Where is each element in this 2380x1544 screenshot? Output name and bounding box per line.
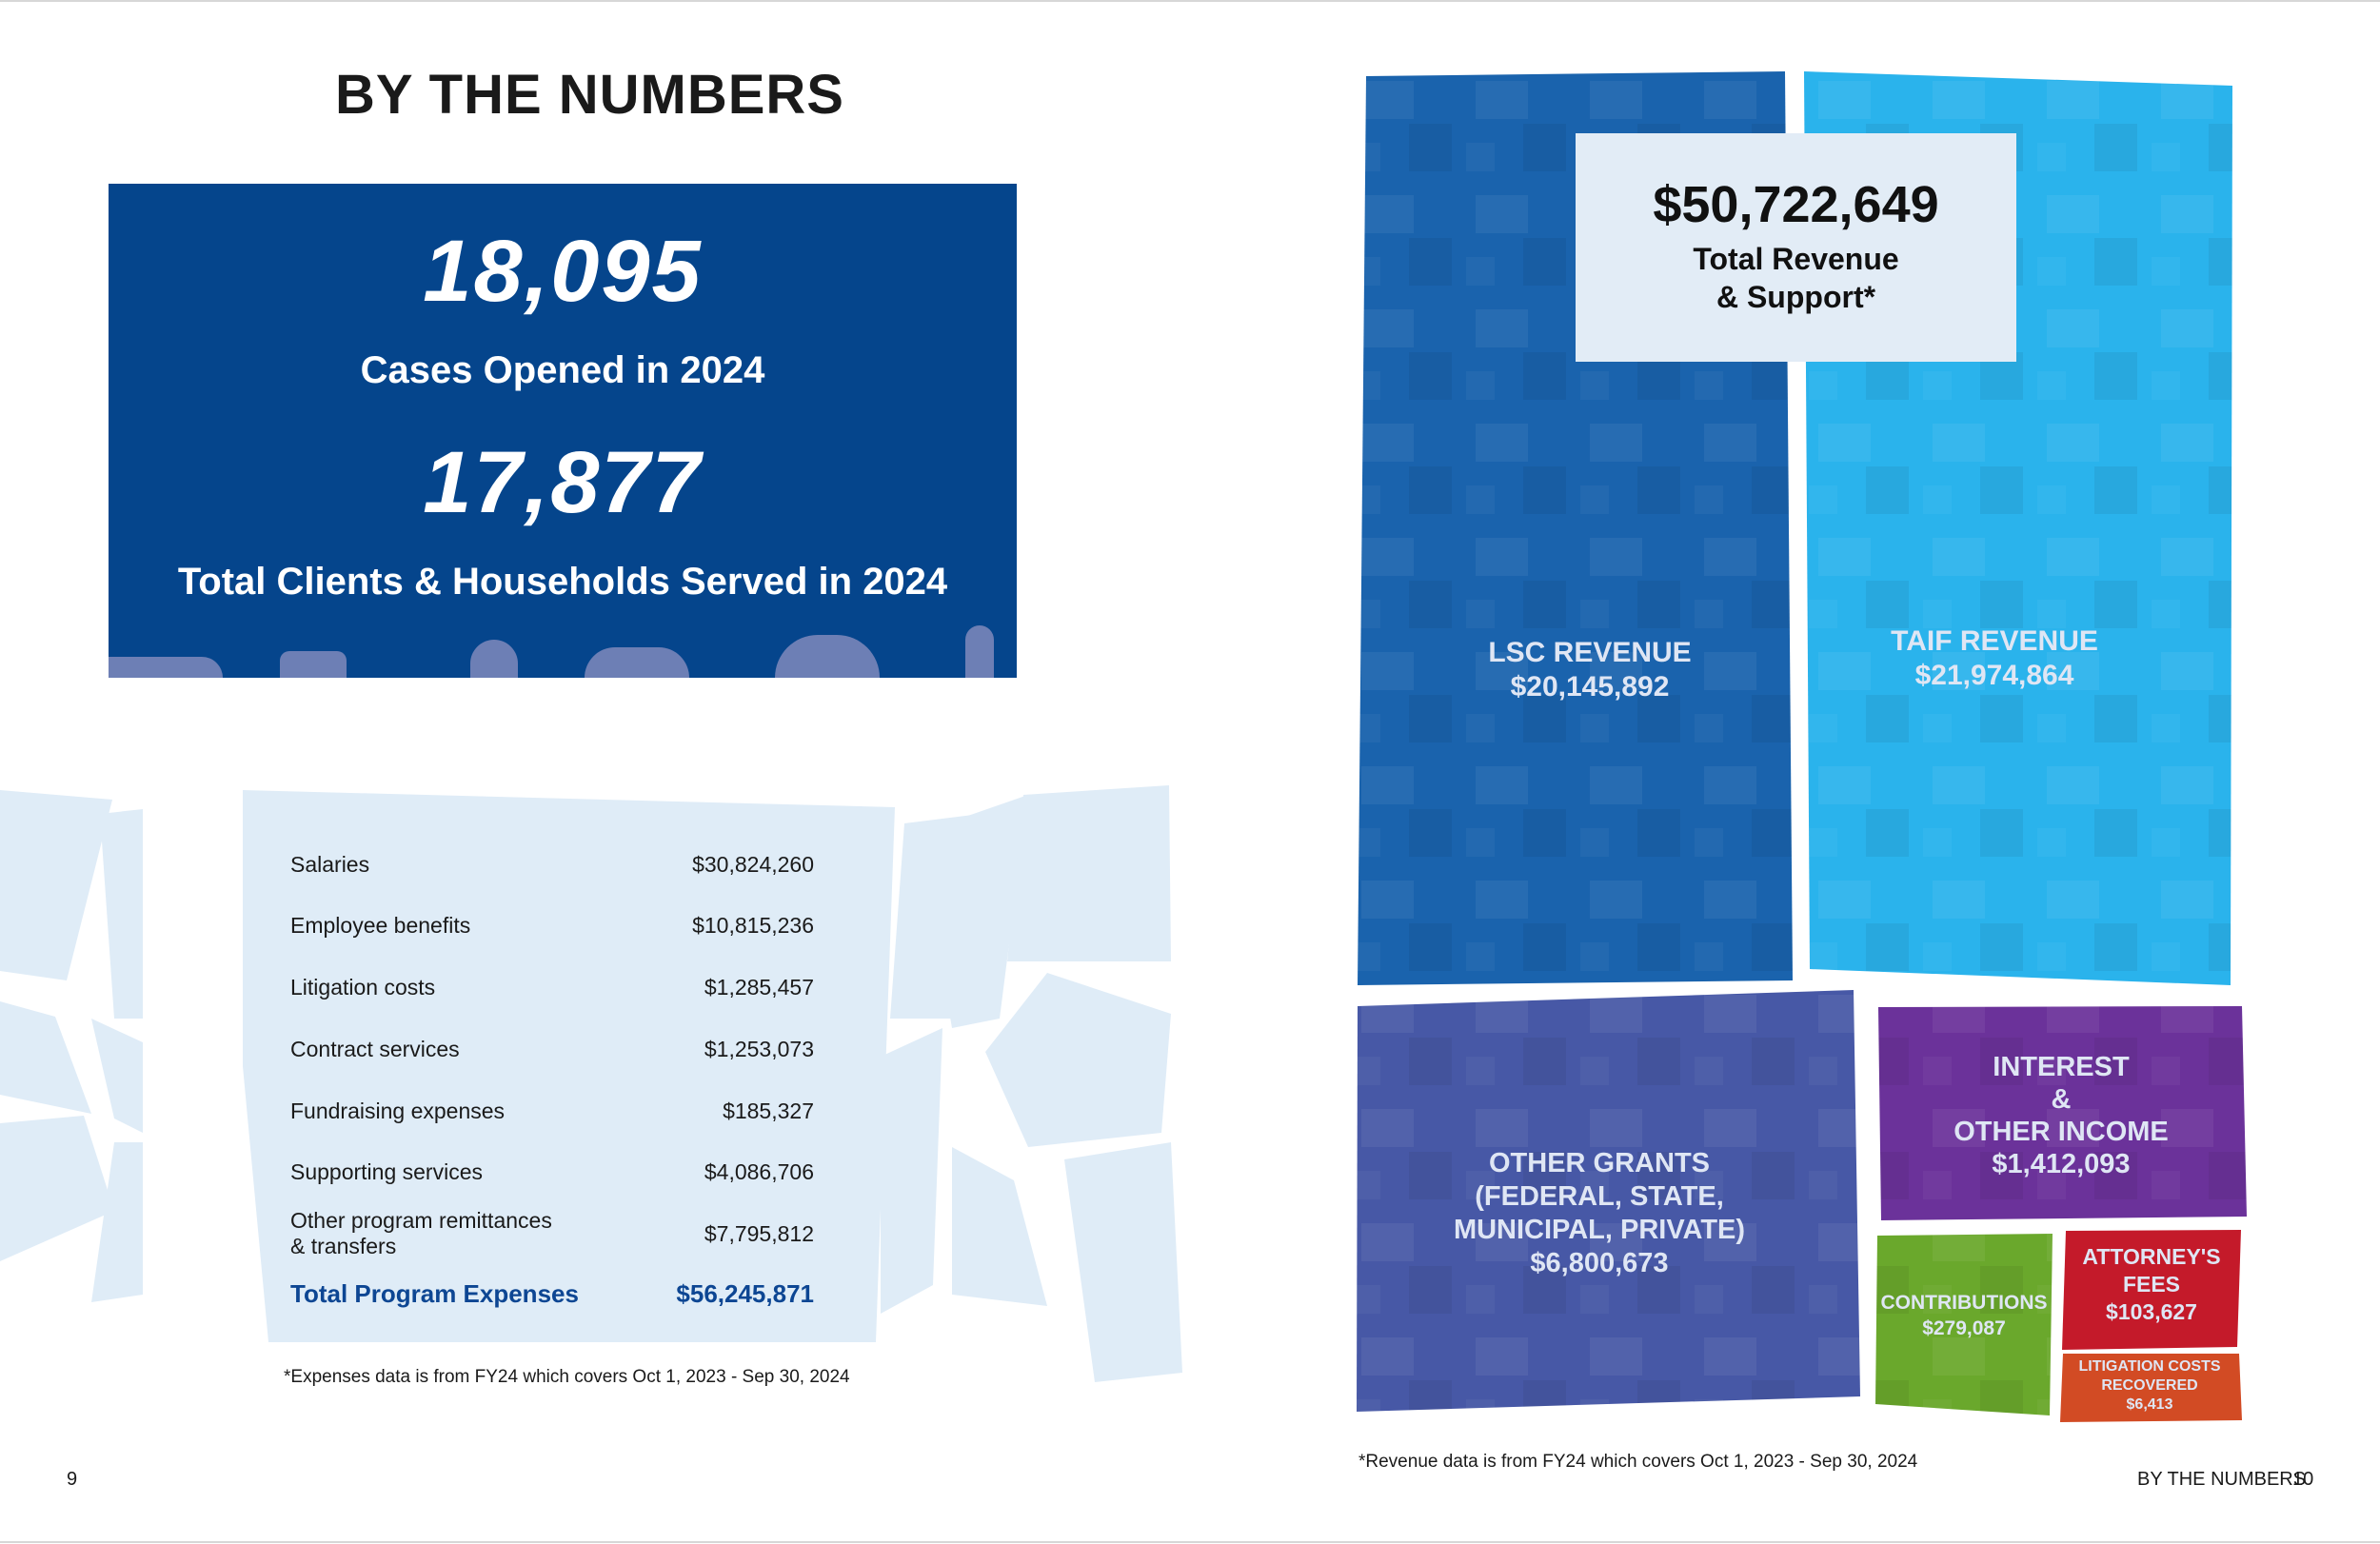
expense-value: $1,253,073 xyxy=(704,1037,814,1061)
bottom-border xyxy=(0,1541,2380,1543)
page-number-right: 10 xyxy=(2292,1469,2314,1490)
stats-panel: 17,877 18,095 Cases Opened in 2024 Total… xyxy=(109,184,1017,678)
other-grants-sub2: MUNICIPAL, PRIVATE) xyxy=(1453,1215,1746,1245)
taif-value: $21,974,864 xyxy=(1914,660,2074,691)
total-revenue-amount: $50,722,649 xyxy=(1653,176,1939,233)
lsc-label: LSC REVENUE $20,145,892 xyxy=(1457,636,1723,704)
other-grants-title: OTHER GRANTS xyxy=(1489,1148,1710,1178)
expense-label: Contract services xyxy=(290,1037,460,1061)
expenses-footnote: *Expenses data is from FY24 which covers… xyxy=(284,1367,850,1387)
cases-opened-label: Cases Opened in 2024 xyxy=(360,349,765,391)
attorney-fees-tile xyxy=(2062,1230,2241,1350)
attorney-fees-title: ATTORNEY'S xyxy=(2082,1244,2221,1269)
total-expenses-value: $56,245,871 xyxy=(676,1279,814,1308)
other-grants-sub1: (FEDERAL, STATE, xyxy=(1475,1181,1724,1212)
contributions-title: CONTRIBUTIONS xyxy=(1880,1292,2048,1314)
contributions-value: $279,087 xyxy=(1922,1317,2006,1339)
expense-label: Litigation costs xyxy=(290,975,436,1000)
attorney-fees-sub: FEES xyxy=(2122,1272,2181,1297)
litigation-costs-title: LITIGATION COSTS xyxy=(2078,1358,2221,1375)
other-grants-label: OTHER GRANTS (FEDERAL, STATE, MUNICIPAL,… xyxy=(1438,1147,1761,1280)
total-revenue-label: Total Revenue & Support* xyxy=(1576,240,2016,316)
litigation-costs-tile xyxy=(2060,1354,2242,1422)
expense-value: $7,795,812 xyxy=(704,1221,814,1246)
attorney-fees-label: ATTORNEY'S FEES $103,627 xyxy=(2066,1243,2237,1326)
clients-served-number: 17,877 xyxy=(423,434,703,531)
total-revenue-label-line1: Total Revenue xyxy=(1693,242,1899,276)
wave-shape xyxy=(775,635,880,678)
lsc-title: LSC REVENUE xyxy=(1488,637,1692,668)
wave-shape xyxy=(280,651,347,678)
total-revenue-label-line2: & Support* xyxy=(1716,280,1876,314)
expense-label: Supporting services xyxy=(290,1159,483,1184)
clients-served-label: Total Clients & Households Served in 202… xyxy=(177,561,948,603)
footer-section-label: BY THE NUMBERS xyxy=(2137,1469,2307,1490)
decorative-shards xyxy=(0,785,1182,1382)
expense-row: Other program remittances & transfers $7… xyxy=(290,1208,814,1259)
interest-tile xyxy=(1878,1006,2247,1220)
interest-value: $1,412,093 xyxy=(1992,1149,2131,1179)
litigation-costs-value: $6,413 xyxy=(2126,1396,2173,1413)
total-expenses-label: Total Program Expenses xyxy=(290,1279,579,1308)
expense-label: Fundraising expenses xyxy=(290,1099,506,1123)
expense-value: $10,815,236 xyxy=(692,913,814,938)
contributions-tile xyxy=(1875,1234,2053,1415)
other-grants-value: $6,800,673 xyxy=(1530,1248,1669,1278)
page-title: BY THE NUMBERS xyxy=(335,64,844,126)
expense-value: $30,824,260 xyxy=(692,852,814,877)
litigation-costs-sub: RECOVERED xyxy=(2101,1377,2198,1394)
expense-label: Employee benefits xyxy=(290,913,471,938)
interest-sub: OTHER INCOME xyxy=(1954,1117,2169,1147)
interest-amp: & xyxy=(2051,1084,2072,1115)
expense-value: $1,285,457 xyxy=(704,975,814,1000)
top-border xyxy=(0,0,2380,2)
wave-shape xyxy=(109,657,223,678)
other-grants-tile xyxy=(1357,990,1860,1412)
cases-opened-number-top: 18,095 xyxy=(423,223,703,320)
expense-label: Other program remittances xyxy=(290,1208,552,1233)
interest-title: INTEREST xyxy=(1993,1052,2130,1082)
attorney-fees-value: $103,627 xyxy=(2106,1299,2197,1324)
page-number-left: 9 xyxy=(67,1469,78,1490)
wave-shape xyxy=(470,640,518,678)
expense-value: $185,327 xyxy=(723,1099,814,1123)
expense-label-continued: & transfers xyxy=(290,1234,397,1258)
litigation-costs-label: LITIGATION COSTS RECOVERED $6,413 xyxy=(2061,1357,2238,1415)
wave-shape xyxy=(965,625,994,678)
contributions-label: CONTRIBUTIONS $279,087 xyxy=(1880,1290,2048,1341)
wave-shape xyxy=(585,647,689,678)
expense-label: Salaries xyxy=(290,852,370,877)
revenue-footnote: *Revenue data is from FY24 which covers … xyxy=(1359,1452,1918,1472)
taif-title: TAIF REVENUE xyxy=(1891,625,2098,657)
total-revenue-box: $50,722,649 Total Revenue & Support* xyxy=(1576,133,2016,362)
expense-value: $4,086,706 xyxy=(704,1159,814,1184)
interest-label: INTEREST & OTHER INCOME $1,412,093 xyxy=(1933,1051,2190,1180)
taif-label: TAIF REVENUE $21,974,864 xyxy=(1861,624,2128,693)
lsc-value: $20,145,892 xyxy=(1510,671,1670,703)
